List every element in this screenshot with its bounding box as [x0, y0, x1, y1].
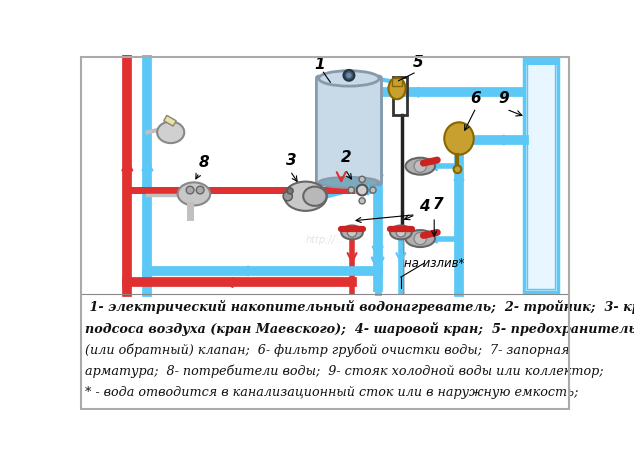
Text: 4: 4 [418, 199, 429, 214]
Ellipse shape [406, 158, 435, 175]
Bar [527, 62, 555, 290]
Circle shape [359, 176, 365, 183]
Bar [524, 59, 558, 292]
Text: (или обратный) клапан;  6- фильтр грубой очистки воды;  7- запорная: (или обратный) клапан; 6- фильтр грубой … [86, 343, 570, 357]
Circle shape [348, 187, 354, 193]
Circle shape [347, 228, 357, 237]
Circle shape [414, 160, 427, 172]
Text: 8: 8 [198, 155, 209, 170]
Ellipse shape [157, 122, 184, 143]
Text: 1: 1 [314, 57, 325, 72]
Circle shape [453, 165, 462, 173]
Text: http://...: http://... [306, 235, 344, 245]
Circle shape [396, 228, 406, 237]
Circle shape [344, 70, 354, 81]
Circle shape [197, 186, 204, 194]
Circle shape [359, 198, 365, 204]
Text: 5: 5 [413, 55, 423, 70]
Bar [524, 59, 558, 65]
Circle shape [414, 232, 427, 245]
Text: на излив*: на излив* [404, 257, 464, 270]
Circle shape [287, 188, 293, 194]
Ellipse shape [284, 182, 327, 211]
Ellipse shape [319, 177, 379, 188]
Ellipse shape [178, 183, 210, 206]
Circle shape [357, 185, 368, 195]
Circle shape [346, 73, 352, 78]
Ellipse shape [389, 77, 406, 99]
Text: 3: 3 [286, 153, 297, 168]
Bar [164, 115, 176, 126]
Text: 2: 2 [340, 149, 351, 165]
Ellipse shape [444, 122, 474, 154]
Ellipse shape [390, 225, 411, 239]
Text: 1- электрический накопительный водонагреватель;  2- тройник;  3- кран: 1- электрический накопительный водонагре… [86, 300, 634, 314]
Text: 7: 7 [432, 197, 443, 213]
Circle shape [186, 186, 194, 194]
Ellipse shape [341, 225, 363, 239]
Text: 6: 6 [470, 91, 481, 106]
Ellipse shape [319, 71, 379, 86]
Text: подсоса воздуха (кран Маевского);  4- шаровой кран;  5- предохранительный: подсоса воздуха (кран Маевского); 4- шар… [86, 322, 634, 336]
Circle shape [283, 192, 292, 201]
Text: 9: 9 [498, 91, 509, 106]
Bar [81, 57, 569, 294]
Text: * - вода отводится в канализационный сток или в наружную емкость;: * - вода отводится в канализационный сто… [86, 386, 579, 399]
Ellipse shape [303, 187, 327, 206]
Text: арматура;  8- потребители воды;  9- стояк холодной воды или коллектор;: арматура; 8- потребители воды; 9- стояк … [86, 365, 604, 378]
Circle shape [370, 187, 376, 193]
Bar [393, 77, 407, 115]
FancyBboxPatch shape [316, 76, 382, 185]
Bar [392, 78, 402, 86]
Ellipse shape [406, 230, 435, 247]
